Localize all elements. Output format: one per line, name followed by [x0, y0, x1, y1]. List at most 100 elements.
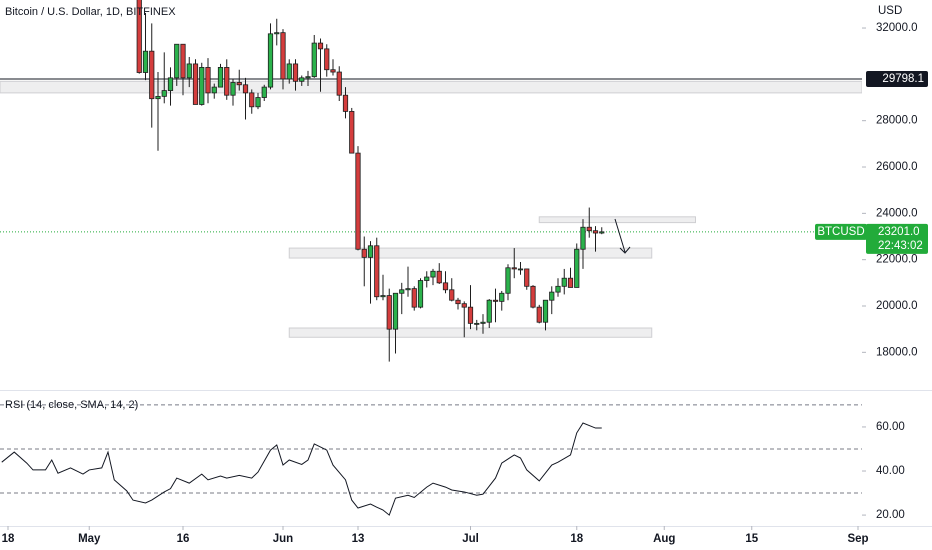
candle-body — [505, 267, 511, 294]
candle-body — [336, 71, 342, 96]
candle-body — [374, 245, 380, 298]
candle-body — [249, 92, 255, 108]
horizontal-line-label: 29798.1 — [882, 73, 924, 85]
candle-body — [274, 32, 280, 35]
y-tick-label: 32000.0 — [876, 22, 918, 34]
candle-body — [180, 43, 186, 79]
candle-body — [424, 276, 430, 281]
last-price-label: 23201.0 — [878, 226, 920, 238]
candle-body — [524, 268, 530, 287]
candle-body — [474, 322, 480, 325]
x-tick-label: 16 — [177, 533, 190, 545]
candle-body — [174, 43, 180, 79]
symbol-label: BTCUSD — [817, 226, 864, 238]
x-tick-label: 13 — [352, 533, 365, 545]
chart-title: Bitcoin / U.S. Dollar, 1D, BITFINEX — [5, 6, 176, 18]
candle-body — [349, 111, 355, 154]
candle-body — [517, 268, 524, 271]
candle-body — [317, 42, 324, 50]
candle-body — [380, 295, 386, 298]
candle-body — [236, 82, 242, 86]
candle-body — [255, 97, 261, 108]
candle-body — [499, 292, 505, 302]
candle-body — [411, 288, 417, 308]
candle-body — [436, 270, 442, 284]
candle-body — [330, 69, 336, 73]
candle-body — [324, 48, 330, 71]
candle-body — [149, 50, 155, 100]
x-tick-label: Sep — [847, 533, 868, 545]
candle-body — [280, 32, 286, 80]
candle-body — [211, 86, 217, 94]
candle-body — [186, 63, 192, 79]
candle-body — [455, 299, 461, 305]
horizontal-line-label-box — [866, 71, 928, 88]
y-tick-label: 20.00 — [876, 509, 905, 521]
candle-body — [405, 288, 411, 291]
candle-body — [442, 282, 449, 291]
candle-body — [555, 285, 561, 293]
y-tick-label: 28000.0 — [876, 115, 918, 127]
candle-body — [580, 226, 586, 250]
candle-body — [311, 42, 317, 78]
y-tick-label: 60.00 — [876, 421, 905, 433]
candle-body — [567, 277, 574, 288]
candle-body — [530, 285, 536, 308]
candle-body — [142, 50, 149, 73]
candle-body — [467, 306, 474, 324]
candle-body — [355, 152, 361, 250]
y-tick-label: 40.00 — [876, 465, 905, 477]
candle-body — [136, 0, 142, 73]
candle-body — [217, 67, 224, 88]
rsi-pane — [0, 404, 862, 516]
candle-body — [574, 248, 580, 288]
rsi-line — [1, 422, 602, 516]
last-price-box — [866, 223, 928, 254]
candle-body — [386, 295, 392, 330]
symbol-label-box — [815, 223, 867, 240]
candle-body — [155, 95, 161, 100]
candle-body — [492, 299, 499, 302]
candle-body — [299, 77, 305, 82]
candle-body — [224, 67, 230, 96]
candle-body — [161, 90, 167, 97]
candle-body — [549, 291, 555, 301]
y-tick-label: 26000.0 — [876, 161, 918, 173]
candle-body — [167, 77, 174, 91]
candle-body — [417, 280, 424, 308]
zone — [538, 216, 696, 224]
candle-body — [461, 303, 467, 308]
candle-body — [592, 230, 599, 234]
candle-body — [199, 67, 205, 105]
candle-body — [511, 267, 517, 270]
y-tick-label: 22000.0 — [876, 254, 918, 266]
candle-body — [286, 63, 292, 80]
x-tick-label: Jul — [462, 533, 479, 545]
candle-body — [367, 245, 374, 258]
candle-body — [586, 226, 592, 232]
candle-body — [430, 270, 436, 278]
candle-body — [361, 248, 367, 258]
candle-body — [342, 94, 349, 112]
candle-body — [449, 289, 455, 301]
axes: 32000.0 28000.0 26000.0 24000.0 22000.0 20000… — [2, 22, 928, 545]
candle-body — [599, 231, 605, 234]
zone — [288, 247, 653, 259]
candle-body — [230, 82, 236, 96]
candle-body — [242, 84, 249, 94]
candle-body — [486, 299, 492, 323]
zone — [0, 80, 862, 94]
candle-body — [292, 63, 299, 82]
candle-body — [480, 321, 486, 324]
y-tick-label: 24000.0 — [876, 207, 918, 219]
candle-body — [536, 306, 542, 323]
rsi-title: RSI (14, close, SMA, 14, 2) — [5, 399, 138, 411]
x-tick-label: Aug — [653, 533, 675, 545]
y-axis-label: USD — [878, 5, 902, 17]
candle-body — [205, 67, 211, 94]
candle-body — [192, 63, 199, 105]
annotation-arrow — [614, 218, 631, 254]
candle-body — [305, 76, 311, 79]
y-tick-label: 18000.0 — [876, 346, 918, 358]
